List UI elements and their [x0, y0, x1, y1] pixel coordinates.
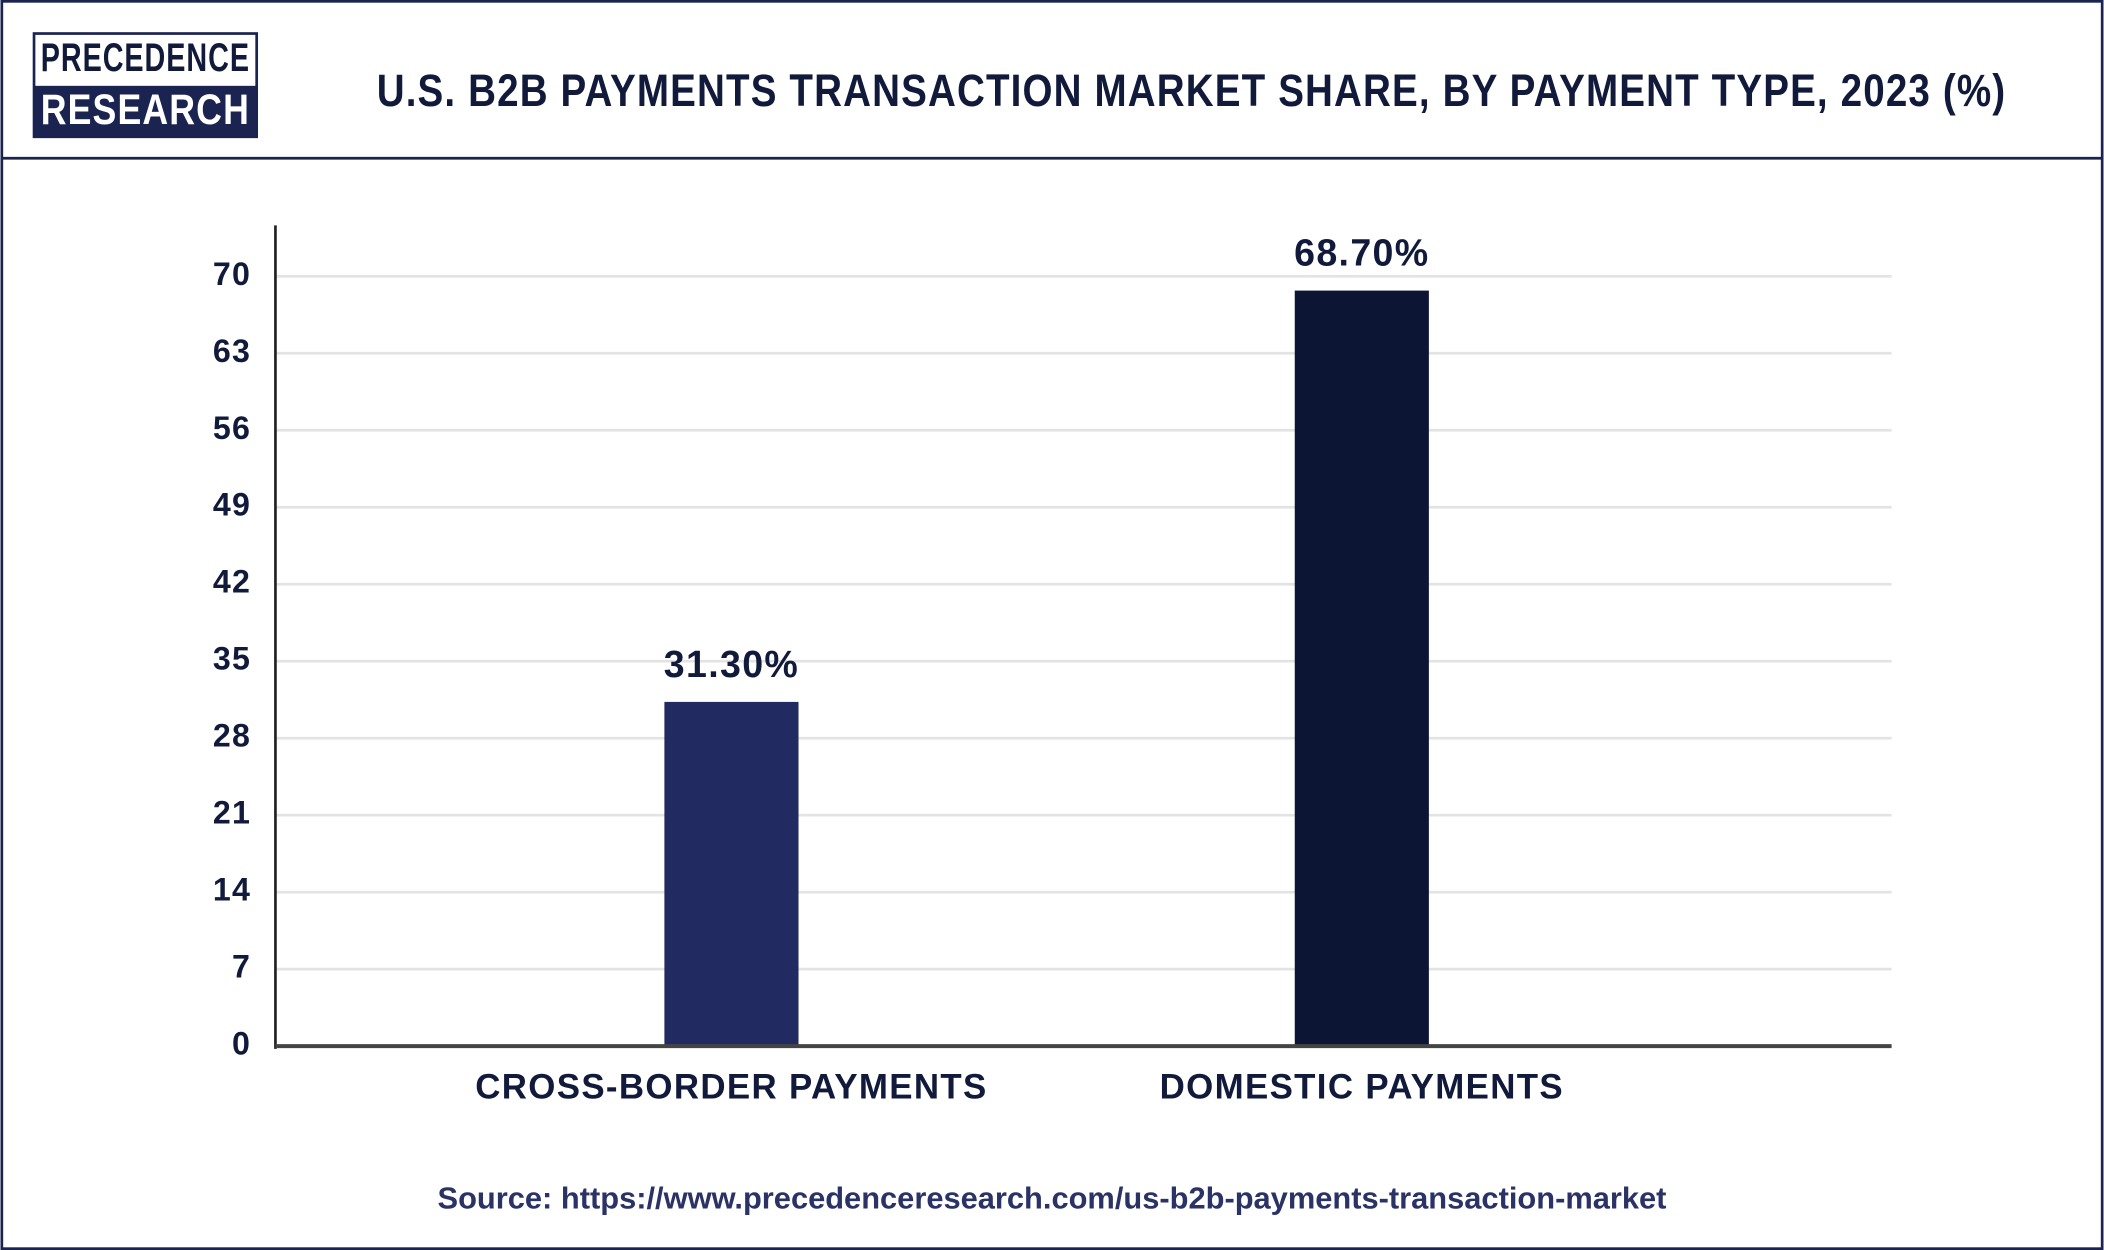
y-tick-label: 63	[213, 333, 251, 369]
value-label: 31.30%	[664, 643, 799, 685]
y-tick-label: 35	[213, 641, 251, 677]
y-tick-label: 56	[213, 410, 251, 446]
y-tick-label: 49	[213, 487, 251, 523]
y-tick-label: 42	[213, 564, 251, 600]
chart-title: U.S. B2B PAYMENTS TRANSACTION MARKET SHA…	[377, 65, 2007, 116]
y-tick-label: 70	[213, 256, 251, 292]
x-tick-label: DOMESTIC PAYMENTS	[1160, 1067, 1564, 1106]
y-tick-label: 14	[213, 872, 251, 908]
source: Source: https://www.precedenceresearch.c…	[438, 1181, 1667, 1216]
bar	[664, 701, 799, 1047]
y-tick-label: 7	[232, 949, 251, 985]
value-label: 68.70%	[1294, 232, 1429, 274]
bar	[1294, 290, 1429, 1047]
logo-band	[34, 85, 257, 137]
y-tick-label: 21	[213, 795, 251, 831]
x-tick-label: CROSS-BORDER PAYMENTS	[475, 1067, 987, 1106]
logo-top: PRECEDENCE	[41, 35, 250, 80]
y-tick-label: 0	[232, 1026, 251, 1062]
y-tick-label: 28	[213, 718, 251, 754]
logo-bottom: RESEARCH	[41, 86, 250, 134]
